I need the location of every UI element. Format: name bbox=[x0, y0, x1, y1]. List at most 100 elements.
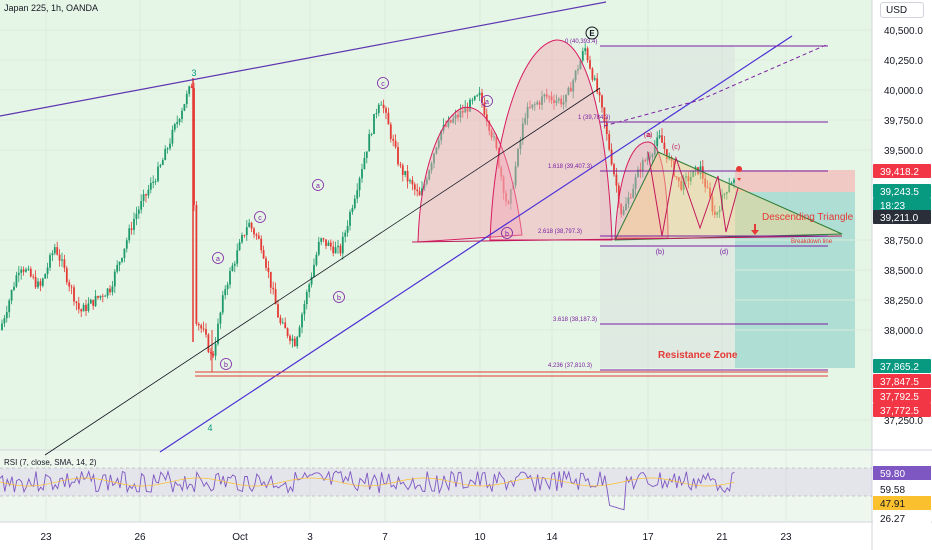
candle-body bbox=[118, 261, 121, 265]
rsi-indicator-label: RSI (7, close, SMA, 14, 2) bbox=[4, 458, 97, 467]
candle-body bbox=[421, 188, 423, 196]
rsi-tag-label: 47.91 bbox=[880, 499, 905, 510]
inner-trendline bbox=[44, 87, 601, 456]
plot-background bbox=[0, 0, 872, 450]
candle-body bbox=[195, 205, 198, 324]
candle-body bbox=[75, 301, 78, 304]
candle-body bbox=[310, 276, 313, 285]
time-tick-label: 21 bbox=[716, 532, 728, 543]
candle-body bbox=[152, 181, 155, 183]
wave-label: a bbox=[485, 99, 489, 106]
time-tick-label: 23 bbox=[40, 532, 52, 543]
candle-body bbox=[661, 135, 663, 143]
time-tick-label: 14 bbox=[546, 532, 558, 543]
candle-body bbox=[25, 269, 27, 272]
candle-body bbox=[113, 271, 116, 287]
wave-circle bbox=[377, 77, 389, 89]
candle-body bbox=[425, 179, 428, 184]
candle-body bbox=[65, 268, 68, 283]
wave-circle bbox=[254, 211, 266, 223]
breakdown-label: Breakdown line bbox=[791, 239, 833, 245]
candle-body bbox=[401, 165, 404, 175]
candle-body bbox=[608, 134, 611, 150]
candle-body bbox=[209, 352, 212, 354]
fib-level-label: 1 (39,784.3) bbox=[578, 115, 610, 121]
candle-body bbox=[692, 170, 695, 178]
price-tick-label: 39,750.0 bbox=[884, 116, 923, 127]
candle-body bbox=[149, 182, 152, 190]
candle-body bbox=[380, 104, 383, 106]
candle-body bbox=[250, 222, 253, 229]
candle-body bbox=[92, 299, 95, 306]
candle-body bbox=[176, 121, 179, 125]
fib-level-label: 1.618 (39,407.3) bbox=[548, 164, 592, 170]
candle-body bbox=[440, 130, 443, 141]
price-tag bbox=[873, 359, 931, 373]
candle-body bbox=[289, 335, 291, 341]
candle-body bbox=[680, 180, 683, 190]
candle-body bbox=[44, 273, 47, 279]
stop-zone bbox=[735, 170, 855, 192]
candle-body bbox=[339, 245, 342, 254]
target-zone bbox=[735, 192, 855, 368]
candle-body bbox=[495, 136, 498, 149]
candle-body bbox=[389, 124, 392, 139]
price-tag bbox=[873, 389, 931, 403]
candle-body bbox=[267, 267, 270, 272]
candle-body bbox=[373, 114, 375, 134]
candle-body bbox=[121, 257, 123, 262]
candle-body bbox=[562, 101, 565, 105]
price-tag bbox=[873, 164, 931, 178]
candle-body bbox=[377, 104, 380, 113]
candle-body bbox=[725, 191, 728, 194]
candle-body bbox=[411, 180, 414, 185]
candle-body bbox=[190, 86, 193, 88]
candle-body bbox=[502, 176, 505, 194]
neckline bbox=[411, 235, 843, 243]
candle-body bbox=[344, 232, 347, 237]
candle-body bbox=[327, 242, 330, 246]
candle-body bbox=[221, 295, 224, 313]
rsi-sma-line bbox=[0, 477, 735, 487]
price-tick-label: 40,500.0 bbox=[884, 26, 923, 37]
wave-label: a bbox=[647, 132, 651, 139]
fib-level-label: 4.236 (37,810.3) bbox=[548, 363, 592, 369]
candle-body bbox=[61, 259, 63, 261]
candle-body bbox=[1, 323, 3, 330]
candle-body bbox=[591, 68, 594, 80]
candle-body bbox=[353, 198, 356, 209]
candle-body bbox=[533, 104, 536, 106]
candle-body bbox=[653, 146, 656, 155]
price-tag bbox=[873, 184, 931, 198]
candle-body bbox=[706, 187, 709, 189]
candle-body bbox=[346, 225, 349, 233]
candle-body bbox=[56, 247, 59, 255]
currency-selector[interactable]: USD bbox=[880, 2, 924, 18]
candle-body bbox=[82, 304, 85, 312]
price-tick-label: 38,250.0 bbox=[884, 296, 923, 307]
candle-body bbox=[473, 96, 476, 100]
rsi-tag bbox=[873, 482, 931, 496]
candle-body bbox=[161, 160, 164, 165]
candle-body bbox=[457, 114, 459, 118]
candle-body bbox=[356, 190, 359, 199]
candle-body bbox=[613, 164, 615, 175]
candle-body bbox=[579, 60, 582, 70]
candle-body bbox=[315, 254, 318, 265]
candle-body bbox=[154, 181, 157, 183]
candle-body bbox=[322, 238, 325, 240]
candle-body bbox=[181, 110, 183, 120]
candle-body bbox=[663, 142, 666, 149]
wave-circle bbox=[312, 179, 324, 191]
candle-body bbox=[341, 236, 344, 254]
candle-body bbox=[73, 287, 75, 302]
candle-body bbox=[257, 235, 260, 239]
wave-label: E bbox=[589, 29, 595, 38]
candle-body bbox=[245, 227, 248, 236]
candle-body bbox=[668, 157, 671, 159]
candle-body bbox=[418, 191, 421, 196]
candle-body bbox=[5, 312, 8, 319]
candle-body bbox=[241, 235, 243, 243]
candle-body bbox=[185, 93, 188, 105]
candle-body bbox=[567, 87, 570, 95]
